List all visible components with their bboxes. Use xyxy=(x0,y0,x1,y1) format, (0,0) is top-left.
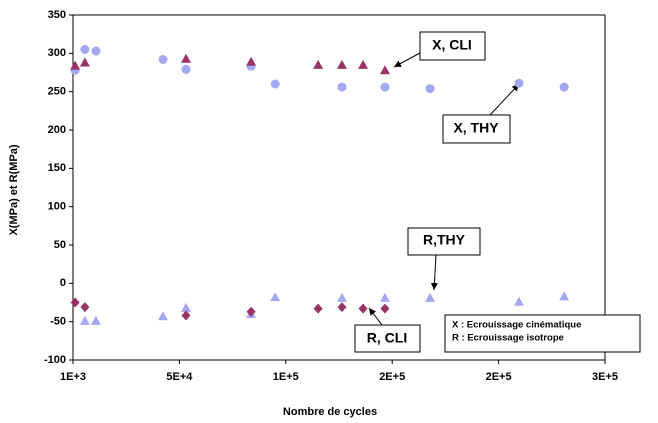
series-label: X, THY xyxy=(453,120,499,136)
x-tick-label: 1E+5 xyxy=(273,371,299,383)
point xyxy=(270,292,281,302)
y-tick-label: 200 xyxy=(48,124,66,136)
label-box xyxy=(442,114,511,144)
point xyxy=(358,303,368,314)
x-tick-label: 1E+3 xyxy=(60,371,86,383)
point xyxy=(336,59,347,69)
plot-area xyxy=(72,14,606,361)
series-label: R,THY xyxy=(423,232,466,248)
x-tick-label: 5E+4 xyxy=(166,371,193,383)
y-tick-label: 250 xyxy=(48,86,66,98)
point xyxy=(90,315,101,325)
x-axis-title: Nombre de cycles xyxy=(283,406,377,418)
y-tick-label: -100 xyxy=(44,354,66,366)
point xyxy=(270,79,280,89)
point xyxy=(337,82,347,92)
y-tick-label: 300 xyxy=(48,47,66,59)
point xyxy=(358,59,369,69)
point xyxy=(559,291,570,301)
point xyxy=(79,315,90,325)
point xyxy=(380,303,390,314)
point xyxy=(91,46,101,56)
point xyxy=(158,54,168,64)
x-tick-label: 2E+5 xyxy=(486,371,512,383)
series-label: R, CLI xyxy=(367,330,407,346)
point xyxy=(80,45,90,54)
y-tick-label: 350 xyxy=(48,9,66,21)
note-box xyxy=(444,314,641,353)
label-box xyxy=(407,227,481,256)
y-tick-label: 0 xyxy=(60,277,66,289)
point xyxy=(337,302,347,313)
y-tick-label: 100 xyxy=(48,201,66,213)
point xyxy=(70,60,81,70)
point xyxy=(514,296,525,306)
x-tick-label: 3E+5 xyxy=(592,371,618,383)
series-label: X, CLI xyxy=(432,37,472,53)
y-axis-title: X(MPa) et R(MPa) xyxy=(8,144,20,235)
label-box xyxy=(354,324,421,353)
y-tick-label: 150 xyxy=(48,162,66,174)
point xyxy=(80,302,90,313)
point xyxy=(158,311,169,321)
point xyxy=(246,56,257,66)
point xyxy=(181,64,191,74)
point xyxy=(425,292,436,302)
annotations: X, CLI X, THY R,THY R, CLI X : Ecrouissa… xyxy=(354,31,641,353)
arrow xyxy=(393,52,421,68)
point xyxy=(380,82,390,92)
y-tick-label: 50 xyxy=(54,239,66,251)
point xyxy=(246,306,256,317)
arrow xyxy=(368,307,383,326)
point xyxy=(379,292,390,302)
y-tick-label: -50 xyxy=(50,316,66,328)
arrow xyxy=(489,83,520,116)
point xyxy=(181,310,191,321)
arrow xyxy=(430,254,438,291)
point xyxy=(180,53,191,63)
point xyxy=(70,297,80,308)
label-box xyxy=(419,31,486,61)
note: R : Ecrouissage isotrope xyxy=(452,333,564,344)
point xyxy=(379,65,390,75)
point xyxy=(313,59,324,69)
point xyxy=(336,292,347,302)
point xyxy=(425,84,435,94)
point xyxy=(313,303,323,314)
point xyxy=(514,78,524,88)
point xyxy=(180,302,191,312)
x-tick-label: 2E+5 xyxy=(379,371,405,383)
point xyxy=(559,82,569,92)
note: X : Ecrouissage cinématique xyxy=(452,320,581,331)
point xyxy=(79,57,90,67)
